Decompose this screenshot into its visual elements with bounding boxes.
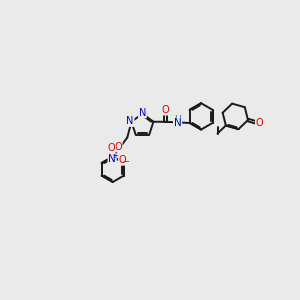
Text: −: − — [122, 157, 129, 166]
Text: N: N — [139, 108, 146, 118]
Text: N: N — [108, 154, 116, 164]
Text: O: O — [162, 105, 169, 115]
Text: O: O — [119, 155, 126, 165]
Text: N: N — [126, 116, 134, 126]
Text: O: O — [114, 142, 122, 152]
Text: N: N — [174, 118, 182, 128]
Text: H: H — [174, 115, 181, 124]
Text: +: + — [112, 153, 118, 159]
Text: O: O — [107, 143, 115, 153]
Text: O: O — [256, 118, 263, 128]
